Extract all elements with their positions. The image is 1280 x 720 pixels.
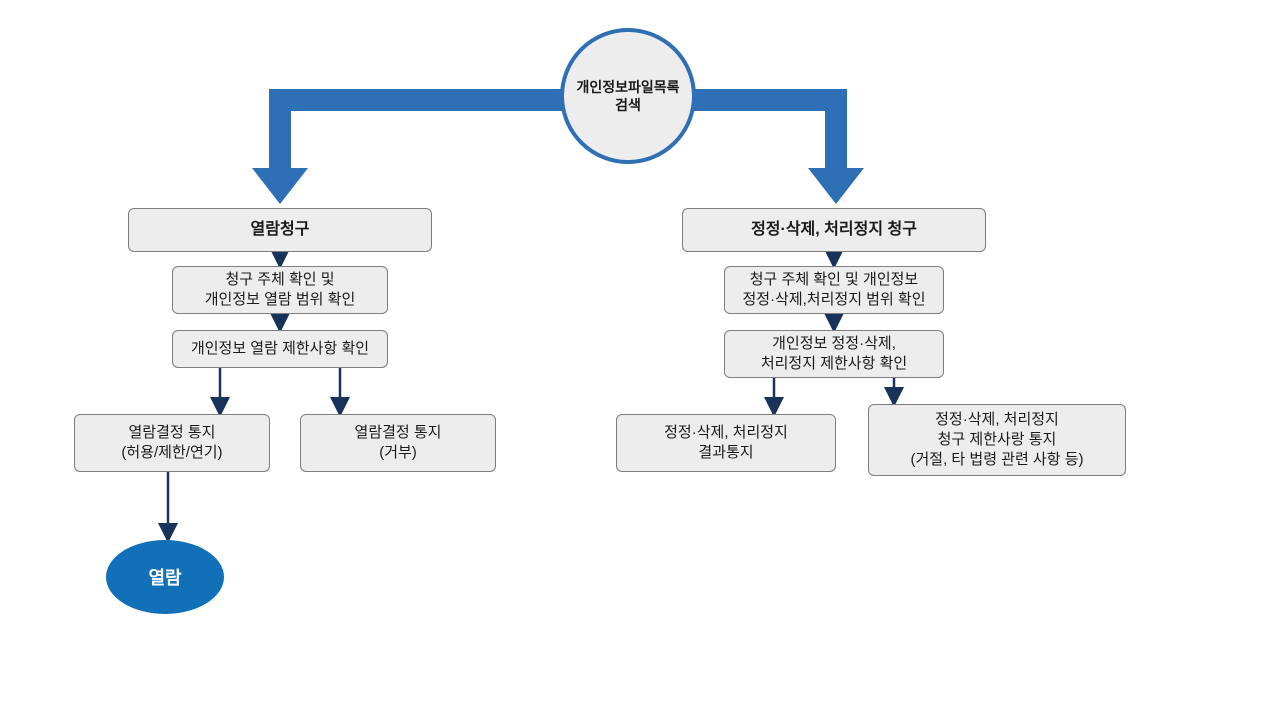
- left-outcome-a-box: 열람결정 통지(허용/제한/연기): [74, 414, 270, 472]
- right-step2-label: 개인정보 정정·삭제,처리정지 제한사항 확인: [761, 334, 907, 375]
- left-header-label: 열람청구: [251, 219, 310, 241]
- left-outcome-a-label: 열람결정 통지(허용/제한/연기): [121, 423, 222, 464]
- left-step2-box: 개인정보 열람 제한사항 확인: [172, 330, 388, 368]
- right-header-label: 정정·삭제, 처리정지 청구: [751, 219, 917, 241]
- flowchart-canvas: 개인정보파일목록검색 열람청구 청구 주체 확인 및개인정보 열람 범위 확인 …: [0, 0, 1280, 720]
- right-step1-box: 청구 주체 확인 및 개인정보정정·삭제,처리정지 범위 확인: [724, 266, 944, 314]
- left-step2-label: 개인정보 열람 제한사항 확인: [191, 339, 369, 359]
- start-node: 개인정보파일목록검색: [560, 28, 696, 164]
- left-end-node: 열람: [106, 540, 224, 614]
- right-step1-label: 청구 주체 확인 및 개인정보정정·삭제,처리정지 범위 확인: [742, 270, 925, 311]
- left-outcome-b-label: 열람결정 통지(거부): [355, 423, 442, 464]
- right-step2-box: 개인정보 정정·삭제,처리정지 제한사항 확인: [724, 330, 944, 378]
- left-end-label: 열람: [148, 564, 181, 590]
- right-outcome-b-box: 정정·삭제, 처리정지청구 제한사랑 통지(거절, 타 법령 관련 사항 등): [868, 404, 1126, 476]
- left-outcome-b-box: 열람결정 통지(거부): [300, 414, 496, 472]
- start-label: 개인정보파일목록검색: [576, 78, 679, 114]
- left-step1-label: 청구 주체 확인 및개인정보 열람 범위 확인: [205, 270, 356, 311]
- right-outcome-b-label: 정정·삭제, 처리정지청구 제한사랑 통지(거절, 타 법령 관련 사항 등): [911, 410, 1084, 471]
- right-outcome-a-box: 정정·삭제, 처리정지결과통지: [616, 414, 836, 472]
- right-outcome-a-label: 정정·삭제, 처리정지결과통지: [664, 423, 788, 464]
- left-header-box: 열람청구: [128, 208, 432, 252]
- left-step1-box: 청구 주체 확인 및개인정보 열람 범위 확인: [172, 266, 388, 314]
- right-header-box: 정정·삭제, 처리정지 청구: [682, 208, 986, 252]
